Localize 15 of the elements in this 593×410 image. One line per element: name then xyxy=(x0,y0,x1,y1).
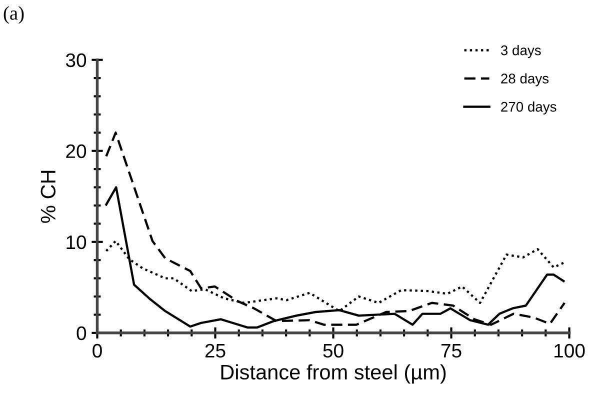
legend-label: 270 days xyxy=(501,102,556,114)
legend-label: 28 days xyxy=(501,73,549,86)
x-tick-label: 0 xyxy=(92,344,102,358)
y-tick-label: 0 xyxy=(76,326,86,340)
legend-label: 3 days xyxy=(500,45,541,58)
x-tick-label: 75 xyxy=(441,344,462,358)
x-tick-label: 50 xyxy=(323,344,344,358)
y-tick-label: 10 xyxy=(66,235,86,250)
chart-title: (a) xyxy=(4,6,24,24)
y-tick-label: 30 xyxy=(66,53,86,68)
x-axis-title: Distance from steel (µm) xyxy=(221,364,446,384)
x-tick-label: 25 xyxy=(205,344,226,358)
y-tick-label: 20 xyxy=(66,144,86,158)
y-axis-title: % CH xyxy=(40,170,56,223)
x-tick-label: 100 xyxy=(554,344,585,358)
